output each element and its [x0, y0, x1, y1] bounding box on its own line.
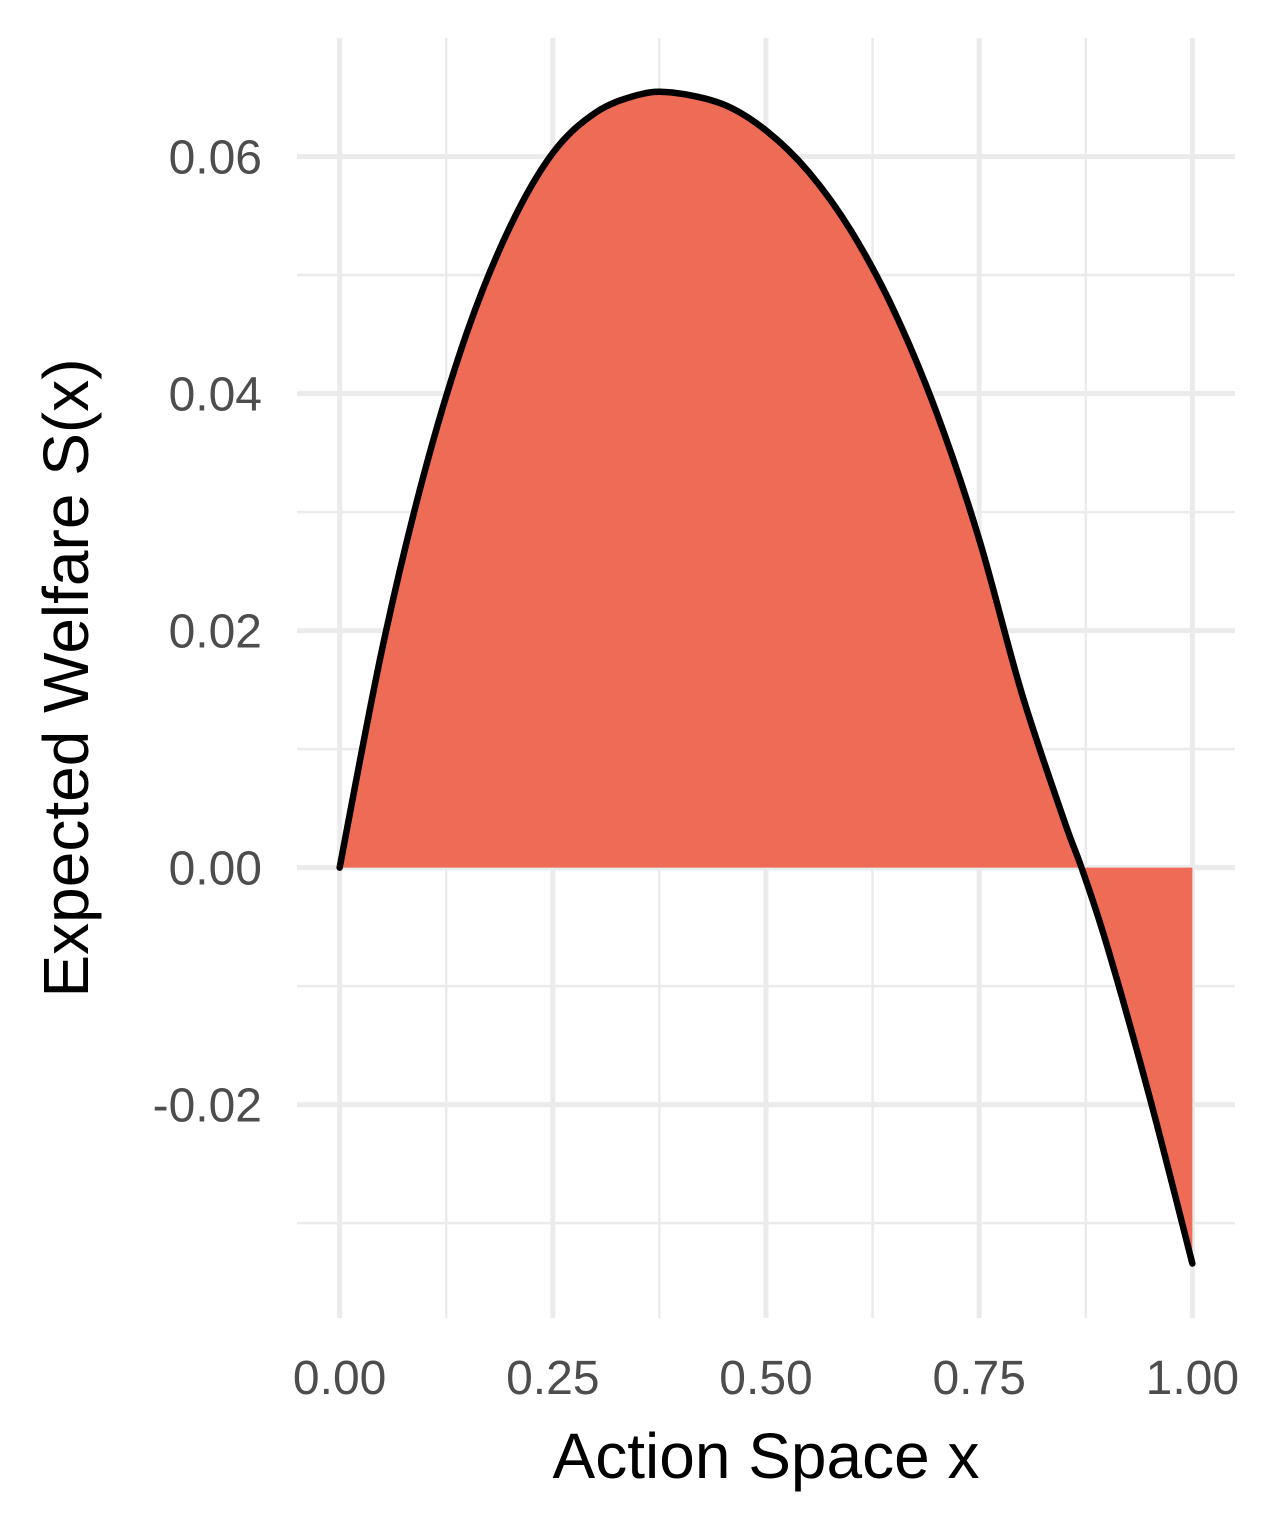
- y-tick-label-1: 0.00: [169, 843, 262, 896]
- y-tick-labels: -0.02 0.00 0.02 0.04 0.06: [153, 132, 262, 1133]
- x-tick-label-1: 0.25: [506, 1352, 599, 1405]
- welfare-curve-line: [336, 88, 1196, 1267]
- x-tick-label-4: 1.00: [1146, 1352, 1239, 1405]
- x-tick-labels: 0.00 0.25 0.50 0.75 1.00: [293, 1352, 1239, 1405]
- x-tick-label-0: 0.00: [293, 1352, 386, 1405]
- y-axis-title: Expected Welfare S(x): [30, 358, 102, 997]
- y-tick-label-2: 0.02: [169, 606, 262, 659]
- x-tick-label-2: 0.50: [719, 1352, 812, 1405]
- y-tick-label-3: 0.04: [169, 369, 262, 422]
- y-tick-label-0: -0.02: [153, 1080, 262, 1133]
- welfare-area-fill: [339, 91, 1193, 1264]
- y-tick-label-4: 0.06: [169, 132, 262, 185]
- x-axis-title: Action Space x: [553, 1420, 980, 1492]
- x-tick-label-3: 0.75: [932, 1352, 1025, 1405]
